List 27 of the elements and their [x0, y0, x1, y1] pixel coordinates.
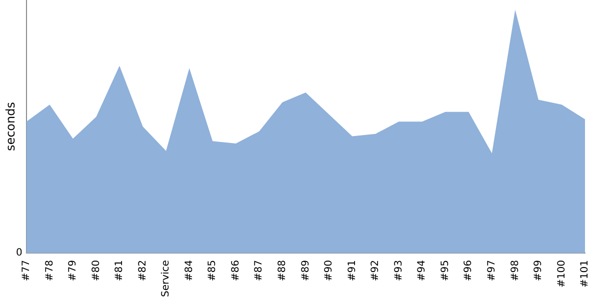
x-tick-label: #86 [230, 260, 242, 282]
x-tick-label: #87 [254, 260, 265, 282]
x-tick-label: #79 [68, 260, 79, 282]
x-tick-label: #78 [44, 260, 56, 282]
x-tick-label: #85 [207, 260, 218, 282]
x-tick-label: #97 [486, 260, 498, 282]
x-tick-label: #88 [277, 260, 288, 282]
x-tick-label: Service [160, 260, 172, 298]
x-tick-label: #93 [393, 260, 404, 282]
x-tick-label: #98 [510, 260, 521, 282]
x-tick-label: #94 [416, 260, 428, 282]
x-tick-label: #90 [324, 260, 335, 282]
x-tick-label: #100 [556, 260, 568, 288]
x-tick-label: #89 [300, 260, 312, 282]
x-tick-label: #91 [346, 260, 358, 282]
x-tick-label: #80 [90, 260, 102, 282]
x-tick-label: #95 [440, 260, 451, 282]
x-tick-label: #99 [533, 260, 544, 282]
x-tick-label: #77 [20, 260, 32, 282]
x-tick-label: #82 [137, 260, 148, 282]
x-tick-label: #84 [184, 260, 195, 282]
x-tick-label: #96 [463, 260, 474, 282]
text: 0 [16, 248, 22, 259]
x-tick-label: #92 [370, 260, 382, 282]
x-tick-label: #81 [114, 260, 126, 282]
y-axis-title: seconds [3, 102, 18, 152]
x-tick-label: #101 [580, 260, 591, 288]
